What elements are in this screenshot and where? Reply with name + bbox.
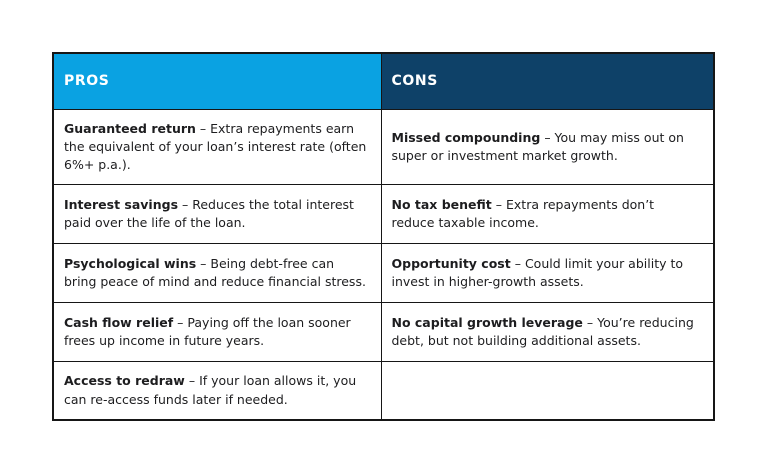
cons-cell: No capital growth leverage – You’re redu… (380, 302, 715, 363)
term-text: Opportunity cost (391, 256, 511, 271)
cons-cell: Missed compounding – You may miss out on… (380, 108, 715, 186)
pros-cell: Guaranteed return – Extra repayments ear… (52, 108, 382, 186)
table-row: Access to redraw – If your loan allows i… (52, 361, 715, 421)
table-row: Psychological wins – Being debt-free can… (52, 243, 715, 304)
pros-cell: Psychological wins – Being debt-free can… (52, 243, 382, 304)
description-text: Extra repayments earn the equivalent of … (64, 120, 367, 173)
term-text: Missed compounding (391, 129, 541, 145)
header-row: PROS CONS (52, 52, 715, 110)
description-text: Being debt-free can bring peace of mind … (64, 256, 366, 290)
table-header-cons: CONS (380, 52, 715, 110)
pros-cell: Cash flow relief – Paying off the loan s… (52, 302, 382, 363)
separator: – (200, 256, 207, 271)
description-text: Could limit your ability to invest in hi… (391, 256, 684, 290)
description-text: If your loan allows it, you can re-acces… (64, 373, 357, 407)
description-text: Paying off the loan sooner frees up inco… (64, 315, 351, 349)
description-text: You’re reducing debt, but not building a… (391, 315, 694, 349)
term-text: Guaranteed return (64, 120, 196, 136)
term-text: No tax benefit (391, 197, 492, 212)
table-row: Guaranteed return – Extra repayments ear… (52, 108, 715, 186)
description-text: You may miss out on super or investment … (391, 129, 684, 163)
separator: – (188, 373, 196, 389)
pros-cell: Interest savings – Reduces the total int… (52, 184, 382, 245)
table-row: Cash flow relief – Paying off the loan s… (52, 302, 715, 363)
separator: – (495, 197, 503, 212)
separator: – (199, 120, 207, 136)
cons-cell: No tax benefit – Extra repayments don’t … (380, 184, 715, 245)
table-row: Interest savings – Reduces the total int… (52, 184, 715, 245)
separator: – (182, 197, 189, 212)
separator: – (544, 129, 551, 145)
cons-cell-empty (380, 361, 715, 421)
term-text: Psychological wins (64, 256, 197, 271)
separator: – (586, 315, 594, 330)
description-text: Reduces the total interest paid over the… (64, 197, 354, 231)
description-text: Extra repayments don’t reduce taxable in… (391, 197, 655, 231)
pros-cell: Access to redraw – If your loan allows i… (52, 361, 382, 421)
pros-cons-table: PROS CONS Guaranteed return – Extra repa… (52, 52, 715, 421)
term-text: No capital growth leverage (391, 315, 583, 330)
term-text: Interest savings (64, 197, 179, 212)
term-text: Access to redraw (64, 373, 185, 389)
cons-cell: Opportunity cost – Could limit your abil… (380, 243, 715, 304)
table-header-pros: PROS (52, 52, 382, 110)
separator: – (177, 315, 184, 330)
separator: – (514, 256, 521, 271)
term-text: Cash flow relief (64, 315, 174, 330)
